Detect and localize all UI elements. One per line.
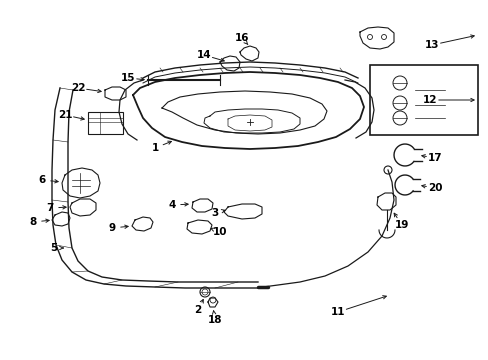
Text: 16: 16: [234, 33, 249, 43]
Text: 21: 21: [58, 110, 72, 120]
Text: 20: 20: [427, 183, 441, 193]
Text: 22: 22: [71, 83, 85, 93]
Text: 1: 1: [151, 143, 158, 153]
Bar: [88, 112, 123, 134]
Text: 8: 8: [29, 217, 37, 227]
Text: 12: 12: [422, 95, 436, 105]
Text: 2: 2: [194, 305, 201, 315]
Text: 17: 17: [427, 153, 442, 163]
Text: 11: 11: [330, 307, 345, 317]
Polygon shape: [133, 72, 363, 149]
Text: 10: 10: [212, 227, 227, 237]
Text: 14: 14: [196, 50, 211, 60]
Text: 6: 6: [38, 175, 45, 185]
Text: 18: 18: [207, 315, 222, 325]
Text: 4: 4: [168, 200, 175, 210]
Bar: [369, 65, 477, 135]
Text: 9: 9: [108, 223, 115, 233]
Text: 15: 15: [121, 73, 135, 83]
Text: 7: 7: [46, 203, 54, 213]
Text: 13: 13: [424, 40, 438, 50]
Text: 19: 19: [394, 220, 408, 230]
Text: 5: 5: [50, 243, 58, 253]
Text: 3: 3: [211, 208, 218, 218]
